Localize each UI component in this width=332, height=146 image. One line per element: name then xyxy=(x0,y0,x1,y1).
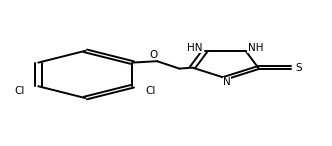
Text: HN: HN xyxy=(187,43,203,53)
Text: S: S xyxy=(295,63,301,73)
Text: Cl: Cl xyxy=(14,86,24,96)
Text: O: O xyxy=(149,50,157,60)
Text: NH: NH xyxy=(248,43,263,53)
Text: Cl: Cl xyxy=(145,86,156,96)
Text: N: N xyxy=(223,77,231,87)
